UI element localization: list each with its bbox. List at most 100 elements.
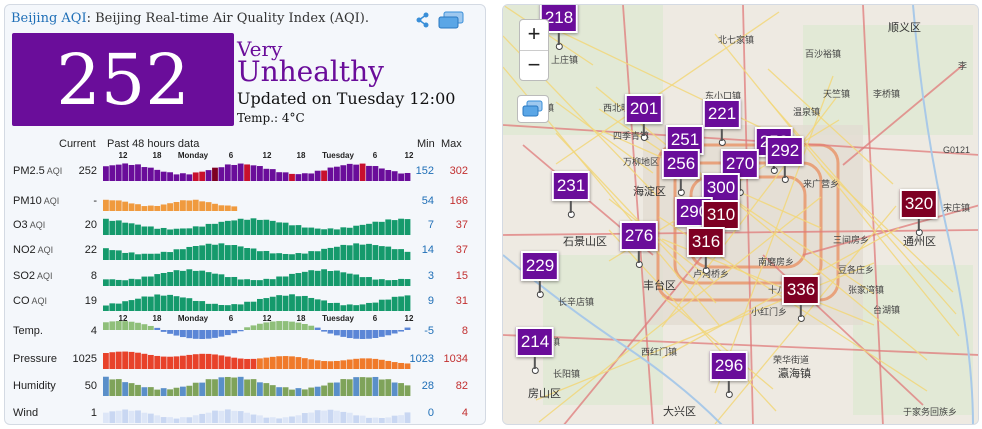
row-current-value: 19	[84, 295, 97, 307]
sparkline-bar	[180, 417, 186, 423]
sparkline-bar	[212, 330, 218, 338]
sparkline-bar	[231, 357, 238, 369]
sparkline-bar	[327, 271, 334, 286]
row-current-value: 1025	[72, 353, 97, 365]
aqi-station-marker[interactable]: 310	[701, 200, 741, 247]
sparkline-bar	[212, 223, 218, 235]
sparkline-chart[interactable]	[103, 213, 411, 235]
sparkline-bar	[192, 382, 199, 396]
sparkline-bar	[372, 166, 379, 181]
sparkline-bar	[199, 330, 206, 339]
sparkline-bar	[321, 248, 327, 260]
aqi-station-marker[interactable]: 296	[709, 351, 749, 398]
sparkline-bar	[372, 221, 379, 235]
zoom-out-button[interactable]: −	[527, 52, 541, 77]
sparkline-chart[interactable]	[103, 347, 411, 369]
sparkline-bar	[385, 417, 392, 423]
sparkline-bar	[282, 276, 289, 286]
sparkline-bar	[199, 226, 206, 235]
sparkline-bar	[276, 172, 283, 181]
row-min-value: 14	[421, 244, 434, 256]
sparkline-bar	[173, 356, 180, 369]
map-panel[interactable]: 北七家镇顺义区上庄镇百沙裕镇李天竺镇李桥镇阳坊镇东小口镇西北旺镇温泉镇四季青镇万…	[502, 4, 979, 425]
sparkline-bar	[263, 250, 270, 260]
sparkline-chart[interactable]	[103, 264, 411, 286]
sparkline-bar	[115, 250, 122, 260]
sparkline-bar	[308, 173, 315, 181]
row-name: Temp.	[13, 325, 43, 337]
sparkline-bar	[205, 272, 212, 286]
sparkline-bar	[173, 228, 180, 235]
row-name: SO2 AQI	[13, 270, 53, 282]
map-highway	[742, 5, 754, 424]
sparkline-bar	[334, 270, 340, 286]
sparkline-bar	[385, 246, 392, 260]
sparkline-bar	[115, 164, 122, 181]
sparkline-bar	[346, 379, 353, 396]
sparkline-bar	[218, 377, 225, 396]
sparkline-bar	[257, 219, 263, 235]
sparkline-bar	[154, 415, 161, 423]
aqi-station-marker[interactable]: 221	[702, 99, 742, 146]
aqi-station-marker[interactable]: 201	[624, 94, 664, 141]
sparkline-chart[interactable]	[103, 374, 411, 396]
sparkline-bar	[398, 173, 404, 181]
sparkline-bar	[301, 389, 308, 396]
aqi-level-line1: Very	[237, 37, 283, 61]
sparkline-bar	[244, 412, 250, 423]
sparkline-bar	[385, 379, 392, 396]
sparkline-bar	[186, 200, 193, 211]
sparkline-bar	[167, 172, 173, 181]
map-place-label: 长辛店镇	[558, 297, 595, 307]
aqi-station-marker[interactable]: 229	[520, 251, 560, 298]
sparkline-bar	[385, 299, 392, 311]
layers-icon[interactable]	[437, 11, 465, 29]
city-link[interactable]: Beijing AQI	[11, 11, 87, 26]
sparkline-chart[interactable]	[103, 159, 411, 181]
sparkline-bar	[353, 415, 360, 423]
aqi-station-marker[interactable]: 276	[619, 221, 659, 268]
sparkline-bar	[372, 417, 379, 423]
aqi-station-marker[interactable]: 320	[899, 189, 939, 236]
row-current-value: 252	[78, 165, 97, 177]
aqi-station-marker[interactable]: 256	[661, 149, 701, 196]
sparkline-bar	[205, 223, 212, 235]
sparkline-bar	[186, 354, 193, 369]
data-row: Humidity 50 28 82	[5, 373, 485, 397]
zoom-in-button[interactable]: +	[520, 20, 548, 51]
sparkline-chart[interactable]	[103, 238, 411, 260]
sparkline-bar	[244, 219, 250, 235]
sparkline-chart[interactable]	[103, 189, 411, 211]
sparkline-bar	[224, 164, 231, 181]
sparkline-chart[interactable]	[103, 289, 411, 311]
map-road	[608, 198, 714, 282]
sparkline-bar	[224, 409, 231, 423]
sparkline-bar	[141, 412, 148, 423]
aqi-station-marker[interactable]: 292	[765, 136, 805, 183]
sparkline-bar	[340, 272, 347, 286]
sparkline-bar	[199, 270, 206, 286]
sparkline-bar	[378, 168, 385, 181]
aqi-station-marker[interactable]: 214	[515, 327, 555, 374]
sparkline-bar	[173, 296, 180, 311]
updated-time: Updated on Tuesday 12:00	[237, 89, 456, 108]
sparkline-bar	[154, 327, 161, 330]
share-icon[interactable]	[415, 11, 429, 29]
map-road	[555, 11, 780, 165]
aqi-station-marker[interactable]: 231	[551, 171, 591, 218]
aqi-station-marker[interactable]: 316	[686, 227, 726, 274]
sparkline-bar	[154, 253, 161, 260]
data-row: SO2 AQI 8 3 15	[5, 263, 485, 287]
sparkline-bar	[269, 296, 276, 311]
sparkline-bar	[103, 248, 109, 260]
sparkline-bar	[398, 383, 404, 396]
sparkline-chart[interactable]	[103, 319, 411, 341]
aqi-station-marker[interactable]: 336	[781, 275, 821, 322]
data-row: PM10 AQI - 54 166	[5, 188, 485, 212]
map-layers-button[interactable]	[517, 95, 549, 123]
time-tick-label: 12	[262, 151, 272, 160]
sparkline-bar	[103, 305, 109, 311]
min-header: Min	[417, 138, 435, 150]
sparkline-bar	[122, 252, 129, 260]
sparkline-chart[interactable]	[103, 401, 411, 423]
